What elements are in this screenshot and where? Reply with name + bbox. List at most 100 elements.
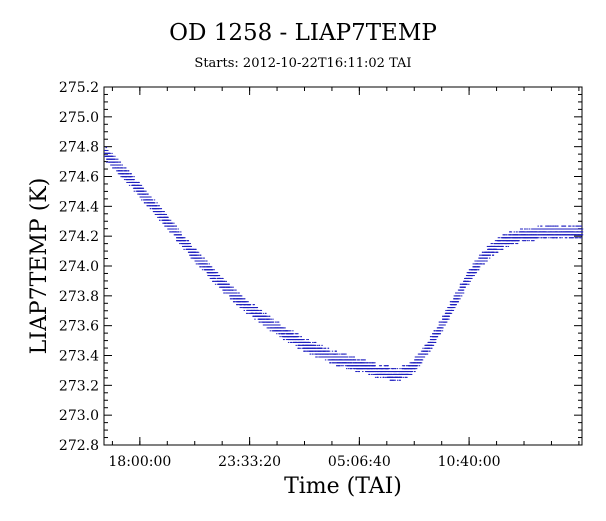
data-point <box>420 362 423 364</box>
data-point <box>478 266 480 268</box>
data-point <box>487 248 489 250</box>
data-point <box>453 295 456 297</box>
data-point <box>158 208 160 210</box>
data-point <box>495 251 498 253</box>
data-point <box>159 208 161 210</box>
data-point <box>181 240 183 242</box>
data-point <box>321 344 323 346</box>
data-point <box>478 254 481 256</box>
data-point <box>206 260 208 262</box>
data-point <box>133 179 135 181</box>
data-point <box>374 368 376 370</box>
data-point <box>256 307 259 309</box>
data-point <box>149 196 151 198</box>
data-point <box>483 263 485 265</box>
data-point <box>175 228 177 230</box>
data-point <box>214 272 217 274</box>
data-point <box>446 312 449 314</box>
data-point <box>316 353 319 355</box>
data-point <box>422 353 424 355</box>
data-point <box>285 336 287 338</box>
data-point <box>420 350 423 352</box>
data-point <box>236 292 238 294</box>
data-point <box>501 243 504 245</box>
data-point <box>403 365 405 367</box>
data-point <box>226 286 228 288</box>
data-point <box>208 263 210 265</box>
data-point <box>460 289 462 291</box>
data-point <box>236 304 238 306</box>
data-point <box>234 289 236 291</box>
data-point <box>510 237 512 239</box>
data-point <box>429 350 431 352</box>
data-point <box>416 365 419 367</box>
data-point <box>332 362 334 364</box>
data-point <box>126 181 129 183</box>
data-point <box>175 225 177 227</box>
data-point <box>295 336 298 338</box>
data-point <box>201 266 203 268</box>
data-point <box>450 312 453 314</box>
y-tick-label: 274.4 <box>59 199 99 215</box>
data-point <box>153 199 156 201</box>
x-tick-label: 23:33:20 <box>218 454 281 470</box>
data-point <box>304 350 306 352</box>
data-point <box>526 240 529 242</box>
data-point <box>357 359 360 361</box>
data-point <box>199 260 201 262</box>
data-point <box>462 289 465 291</box>
data-point <box>469 272 472 274</box>
data-point <box>140 184 143 186</box>
data-point <box>112 155 114 157</box>
data-point <box>358 359 361 361</box>
data-point <box>140 187 143 189</box>
data-point <box>252 312 255 314</box>
data-point <box>149 208 152 210</box>
data-point <box>387 368 390 370</box>
data-point <box>414 362 417 364</box>
data-point <box>260 312 263 314</box>
data-point <box>369 365 371 367</box>
data-point <box>214 283 217 285</box>
data-point <box>290 330 292 332</box>
data-point <box>358 371 360 373</box>
data-point <box>491 243 493 245</box>
data-point <box>423 353 425 355</box>
data-point <box>203 257 205 259</box>
data-point <box>227 283 229 285</box>
data-point <box>444 324 446 326</box>
data-point <box>235 292 237 294</box>
data-point <box>126 176 128 178</box>
data-point <box>168 219 170 221</box>
data-point <box>499 245 501 247</box>
data-point <box>364 359 366 361</box>
data-point <box>307 339 310 341</box>
data-point <box>502 234 504 236</box>
data-point <box>115 167 117 169</box>
data-point <box>330 362 332 364</box>
data-point <box>451 307 454 309</box>
data-point <box>131 179 133 181</box>
data-point <box>414 356 417 358</box>
data-point <box>348 356 351 358</box>
data-point <box>177 228 179 230</box>
data-point <box>129 173 131 175</box>
data-point <box>194 260 196 262</box>
data-point <box>130 176 133 178</box>
data-point <box>225 280 227 282</box>
data-point <box>288 330 291 332</box>
data-point <box>460 295 463 297</box>
data-point <box>205 263 207 265</box>
data-point <box>235 301 237 303</box>
data-point <box>161 213 163 215</box>
data-point <box>239 307 241 309</box>
y-tick-label: 273.6 <box>59 319 99 335</box>
data-point <box>225 283 228 285</box>
data-point <box>451 301 453 303</box>
data-point <box>457 301 460 303</box>
data-point <box>455 292 457 294</box>
data-point <box>123 173 125 175</box>
data-point <box>347 365 350 367</box>
data-point <box>368 373 371 375</box>
data-point <box>406 376 408 378</box>
